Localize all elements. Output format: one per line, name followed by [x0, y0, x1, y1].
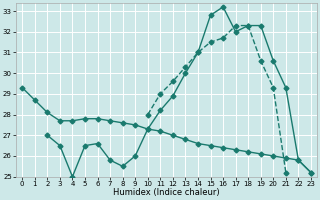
- X-axis label: Humidex (Indice chaleur): Humidex (Indice chaleur): [113, 188, 220, 197]
